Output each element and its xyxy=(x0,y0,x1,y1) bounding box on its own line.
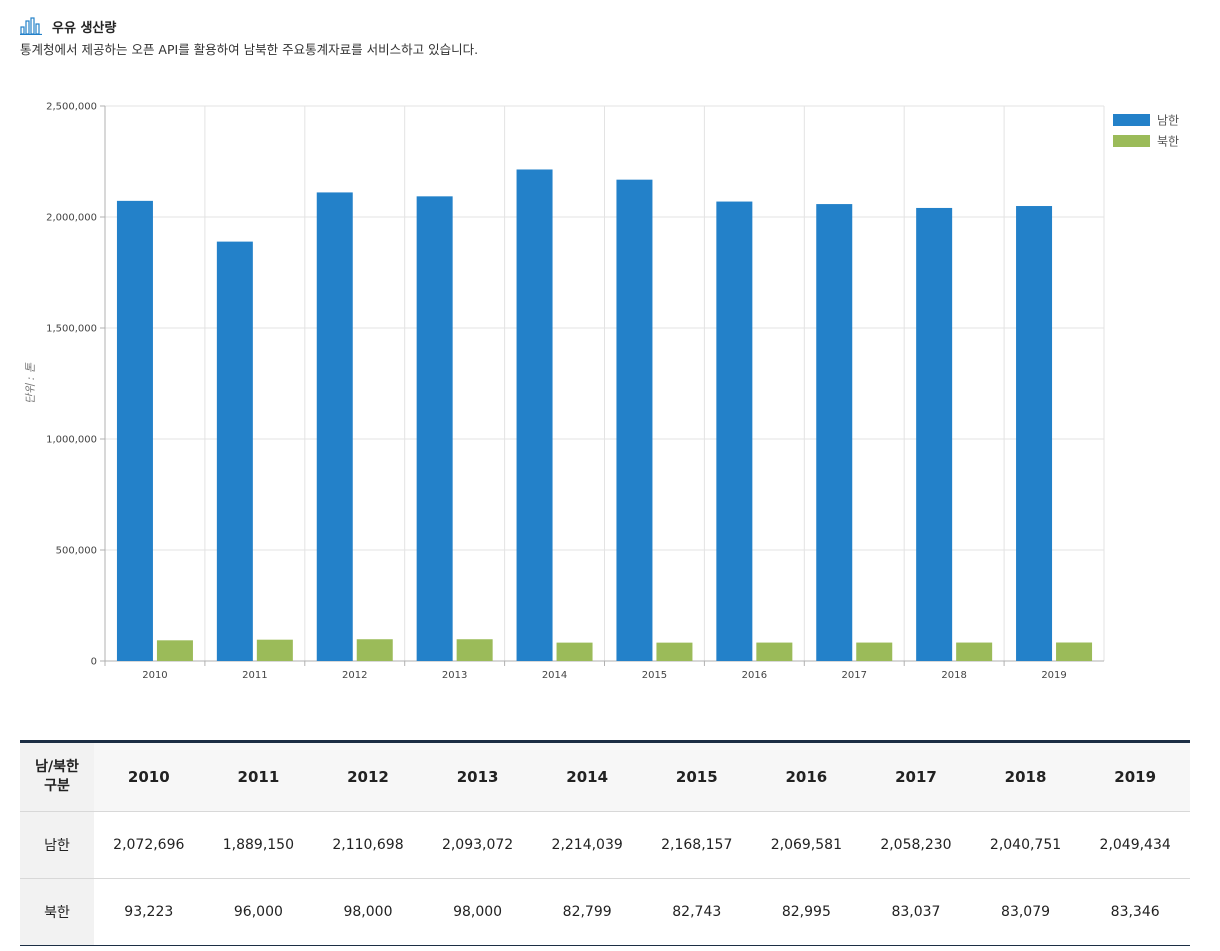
table-cell: 2,093,072 xyxy=(422,811,533,879)
table-cell: 82,799 xyxy=(562,904,612,920)
bar-south xyxy=(416,196,453,661)
table-cell: 2,214,039 xyxy=(532,811,642,879)
table-row-south: 남한 2,072,696 1,889,150 2,110,698 2,093,0… xyxy=(20,811,1190,879)
year-header: 2011 xyxy=(203,741,314,812)
table-cell: 82,995 xyxy=(781,904,831,920)
year-header: 2012 xyxy=(313,741,423,812)
y-tick-label: 0 xyxy=(91,657,97,668)
page-subtitle: 통계청에서 제공하는 오픈 API를 활용하여 남북한 주요통계자료를 서비스하… xyxy=(20,42,479,57)
bar-south xyxy=(816,204,853,661)
table-cell: 2,072,696 xyxy=(94,811,204,879)
page-header: 우유 생산량 통계청에서 제공하는 오픈 API를 활용하여 남북한 주요통계자… xyxy=(20,16,478,58)
x-tick-label: 2015 xyxy=(642,670,667,681)
row-label: 남한 xyxy=(20,811,94,879)
y-tick-label: 2,500,000 xyxy=(46,102,97,113)
year-header: 2013 xyxy=(422,741,533,812)
x-tick-label: 2010 xyxy=(142,670,167,681)
table-cell: 2,168,157 xyxy=(641,811,752,879)
table-cell: 1,889,150 xyxy=(203,811,314,879)
row-label: 북한 xyxy=(20,878,94,946)
bar-north xyxy=(856,642,893,661)
table-cell: 83,079 xyxy=(1001,904,1051,920)
bar-south xyxy=(216,241,253,661)
bar-south xyxy=(1016,206,1053,662)
legend-swatch xyxy=(1113,135,1150,147)
year-header: 2019 xyxy=(1080,741,1190,812)
year-header: 2014 xyxy=(532,741,642,812)
table-cell: 98,000 xyxy=(453,904,503,920)
corner-label-line1: 남/북한 xyxy=(35,759,79,775)
corner-label-line2: 구분 xyxy=(44,778,70,794)
bar-south xyxy=(516,169,553,661)
page-title: 우유 생산량 xyxy=(52,20,117,36)
bar-north xyxy=(256,639,293,661)
y-tick-label: 2,000,000 xyxy=(46,213,97,224)
x-tick-label: 2019 xyxy=(1041,670,1066,681)
legend-label: 남한 xyxy=(1157,114,1179,128)
bar-north xyxy=(556,642,593,661)
x-tick-label: 2013 xyxy=(442,670,467,681)
table-header-row: 남/북한 구분 2010 2011 2012 2013 2014 2015 20… xyxy=(20,741,1190,812)
bar-south xyxy=(116,200,153,661)
bar-north xyxy=(1056,642,1093,661)
bar-north xyxy=(756,642,793,661)
year-header: 2010 xyxy=(94,741,204,812)
table-cell: 2,040,751 xyxy=(970,811,1081,879)
bar-south xyxy=(316,192,353,661)
legend-swatch xyxy=(1113,114,1150,126)
x-tick-label: 2011 xyxy=(242,670,267,681)
bar-north xyxy=(356,639,393,661)
table-cell: 2,058,230 xyxy=(861,811,971,879)
year-header: 2016 xyxy=(751,741,862,812)
year-header: 2015 xyxy=(641,741,752,812)
bar-south xyxy=(616,179,653,662)
x-tick-label: 2016 xyxy=(742,670,767,681)
bar-chart-icon xyxy=(20,17,42,36)
bar-south xyxy=(916,207,953,661)
table-cell: 83,346 xyxy=(1110,904,1160,920)
bar-north xyxy=(456,639,493,661)
table-cell: 2,049,434 xyxy=(1080,811,1190,879)
legend-label: 북한 xyxy=(1157,135,1179,149)
year-header: 2018 xyxy=(970,741,1081,812)
bar-south xyxy=(716,201,753,661)
table-corner-header: 남/북한 구분 xyxy=(20,741,94,812)
table-row-north: 북한 93,223 96,000 98,000 98,000 82,799 82… xyxy=(20,878,1190,946)
x-tick-label: 2014 xyxy=(542,670,567,681)
data-table-container: 남/북한 구분 2010 2011 2012 2013 2014 2015 20… xyxy=(20,740,1190,946)
y-tick-label: 500,000 xyxy=(56,546,97,557)
milk-production-chart: 2,500,000 2,000,000 1,500,000 1,000,000 500,… xyxy=(24,102,1179,682)
table-cell: 93,223 xyxy=(124,904,174,920)
x-tick-label: 2018 xyxy=(941,670,966,681)
table-cell: 2,110,698 xyxy=(313,811,423,879)
table-cell: 82,743 xyxy=(672,904,722,920)
year-header: 2017 xyxy=(861,741,971,812)
bar-north xyxy=(956,642,993,661)
table-cell: 2,069,581 xyxy=(751,811,862,879)
table-cell: 98,000 xyxy=(343,904,393,920)
table-cell: 96,000 xyxy=(233,904,283,920)
table-cell: 83,037 xyxy=(891,904,941,920)
bar-north xyxy=(156,640,193,661)
data-table: 남/북한 구분 2010 2011 2012 2013 2014 2015 20… xyxy=(20,740,1190,946)
y-tick-label: 1,000,000 xyxy=(46,435,97,446)
x-tick-label: 2017 xyxy=(842,670,867,681)
bar-north xyxy=(656,642,693,661)
y-tick-label: 1,500,000 xyxy=(46,324,97,335)
y-axis-title: 단위 : 톤 xyxy=(24,362,37,404)
x-tick-label: 2012 xyxy=(342,670,367,681)
